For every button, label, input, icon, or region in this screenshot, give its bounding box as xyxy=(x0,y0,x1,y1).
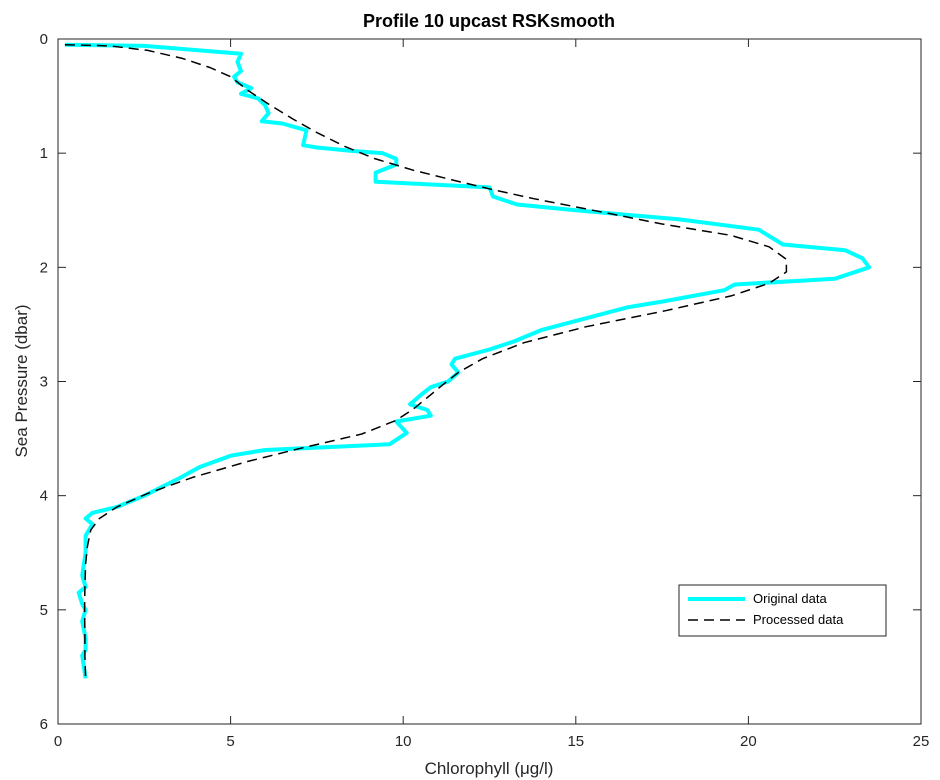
series-layer xyxy=(64,42,872,679)
y-tick-label: 2 xyxy=(40,259,48,276)
y-tick-label: 4 xyxy=(40,488,48,505)
ticks-layer: 0 5 10 15 20 25 0 1 2 3 4 5 6 xyxy=(40,31,930,750)
x-tick-label: 0 xyxy=(54,733,62,750)
x-tick-label: 10 xyxy=(395,733,412,750)
legend-label-processed: Processed data xyxy=(753,612,844,627)
y-tick-label: 3 xyxy=(40,374,48,391)
x-tick-label: 15 xyxy=(567,733,584,750)
legend-label-original: Original data xyxy=(753,591,827,606)
y-tick-label: 1 xyxy=(40,145,48,162)
x-tick-label: 25 xyxy=(913,733,930,750)
chart-title: Profile 10 upcast RSKsmooth xyxy=(363,11,615,31)
series-line-original xyxy=(64,42,872,679)
legend-box xyxy=(678,584,887,637)
y-tick-label: 0 xyxy=(40,31,48,48)
series-line-processed xyxy=(64,43,788,679)
x-tick-label: 20 xyxy=(740,733,757,750)
legend: Original data Processed data xyxy=(678,584,887,637)
y-axis-label: Sea Pressure (dbar) xyxy=(12,304,31,457)
x-tick-label: 5 xyxy=(226,733,234,750)
y-tick-label: 5 xyxy=(40,602,48,619)
y-tick-label: 6 xyxy=(40,716,48,733)
x-axis-label: Chlorophyll (μg/l) xyxy=(425,759,554,778)
